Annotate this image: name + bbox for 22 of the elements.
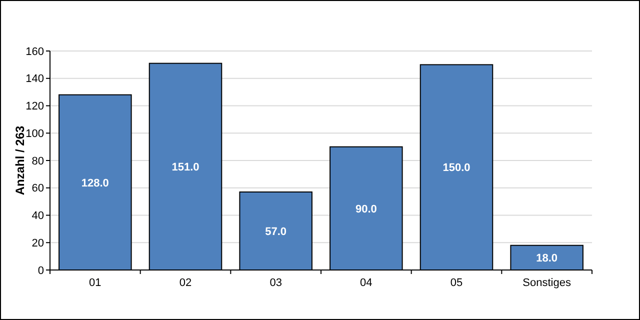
- data-label: 128.0: [81, 177, 109, 190]
- x-tick-label: 04: [360, 277, 372, 289]
- data-label: 57.0: [265, 226, 287, 238]
- y-tick-label: 140: [26, 73, 44, 86]
- y-tick-label: 80: [32, 155, 44, 168]
- y-tick-label: 120: [26, 100, 44, 113]
- x-tick-label: 05: [450, 277, 463, 289]
- y-tick-label: 40: [32, 210, 44, 222]
- y-tick-label: 160: [26, 46, 44, 58]
- data-label: 151.0: [172, 162, 200, 174]
- x-tick-label: 01: [89, 277, 102, 289]
- x-tick-label: 02: [179, 277, 192, 289]
- y-tick-label: 0: [38, 264, 44, 277]
- y-tick-label: 100: [26, 128, 44, 140]
- data-label: 90.0: [355, 203, 377, 216]
- data-label: 18.0: [536, 252, 558, 265]
- y-tick-label: 20: [32, 237, 44, 250]
- data-label: 150.0: [442, 162, 470, 174]
- y-axis-title: Anzahl / 263: [13, 125, 27, 196]
- x-tick-label: 03: [270, 277, 282, 289]
- x-tick-label: Sonstiges: [522, 277, 572, 289]
- y-tick-label: 60: [32, 182, 44, 195]
